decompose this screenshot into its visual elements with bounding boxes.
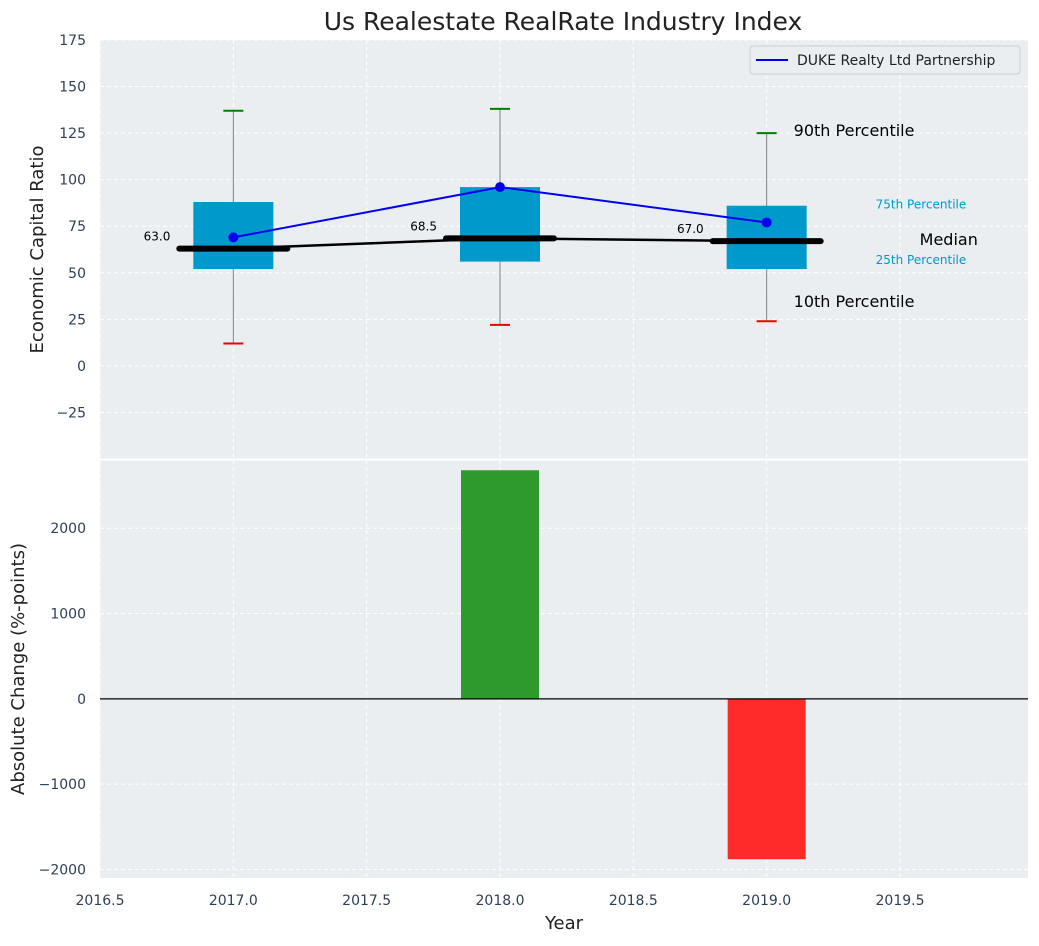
- median-value-label: 67.0: [677, 222, 704, 236]
- bottom-y-tick-label: −2000: [39, 862, 86, 878]
- company-series-point: [495, 182, 505, 193]
- legend: DUKE Realty Ltd Partnership: [749, 45, 1021, 75]
- x-tick-label: 2018.0: [476, 893, 525, 909]
- top-y-axis-title: Economic Capital Ratio: [27, 146, 48, 354]
- median-value-label: 63.0: [144, 230, 171, 244]
- top-panel: −25 0 25 50 75 100 125 150 175 Economic Capital R…: [27, 33, 1028, 459]
- top-y-tick-label: 175: [59, 33, 86, 49]
- bottom-y-tick-label: −1000: [39, 777, 86, 793]
- x-tick-label: 2018.5: [609, 893, 658, 909]
- top-y-tick-label: 150: [59, 80, 86, 96]
- iqr-box: [726, 205, 807, 270]
- top-y-tick-label: 50: [68, 266, 86, 282]
- bottom-plot-area: [100, 460, 1028, 878]
- top-y-tick-label: −25: [56, 405, 86, 421]
- top-y-tick-label: 100: [59, 173, 86, 189]
- bottom-panel: 2016.5 2017.0 2017.5 2018.0 2018.5 2019.0 2019…: [8, 458, 1028, 934]
- chart-title: Us Realestate RealRate Industry Index: [324, 7, 803, 36]
- bottom-y-tick-label: 1000: [50, 607, 86, 623]
- change-bar: [727, 698, 806, 860]
- median-value-label: 68.5: [410, 219, 437, 233]
- x-axis-title: Year: [544, 913, 584, 934]
- company-series-point: [761, 217, 772, 228]
- annotation-25th-percentile: 25th Percentile: [876, 253, 967, 267]
- bottom-y-axis-title: Absolute Change (%-points): [8, 543, 29, 795]
- annotation-median: Median: [920, 230, 978, 249]
- bottom-y-tick-label: 2000: [50, 521, 86, 537]
- x-tick-label: 2019.0: [742, 893, 791, 909]
- bottom-y-tick-label: 0: [77, 692, 86, 708]
- x-tick-label: 2017.0: [209, 893, 258, 909]
- company-series-point: [228, 232, 239, 243]
- x-tick-label: 2017.5: [342, 893, 391, 909]
- x-tick-label: 2016.5: [76, 893, 125, 909]
- top-y-tick-label: 75: [68, 219, 86, 235]
- x-tick-label: 2019.5: [876, 893, 925, 909]
- top-y-tick-label: 125: [59, 126, 86, 142]
- top-y-tick-label: 25: [68, 312, 86, 328]
- iqr-box: [460, 187, 540, 262]
- annotation-75th-percentile: 75th Percentile: [876, 198, 967, 212]
- top-y-tick-label: 0: [77, 359, 86, 375]
- legend-entry-label: DUKE Realty Ltd Partnership: [797, 53, 995, 69]
- annotation-10th-percentile: 10th Percentile: [794, 292, 915, 311]
- legend-frame: [749, 45, 1021, 75]
- change-bar: [461, 470, 539, 699]
- annotation-90th-percentile: 90th Percentile: [794, 121, 915, 140]
